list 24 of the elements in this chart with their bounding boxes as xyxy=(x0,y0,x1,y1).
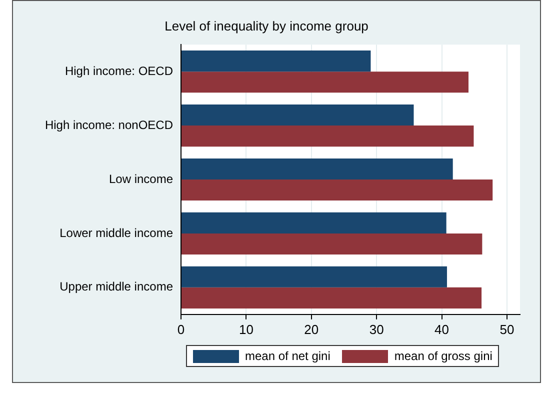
x-tick-label: 10 xyxy=(238,322,254,337)
y-tick-label: Low income xyxy=(108,172,174,186)
y-tick-label: High income: OECD xyxy=(64,64,174,78)
legend-label: mean of net gini xyxy=(245,349,330,363)
bar xyxy=(182,126,474,147)
bar xyxy=(182,212,446,234)
bar xyxy=(182,266,447,288)
y-tick-label: Lower middle income xyxy=(60,226,174,240)
bar xyxy=(182,72,468,93)
x-tick-label: 50 xyxy=(500,322,514,337)
x-tick-label: 40 xyxy=(434,322,450,337)
bar xyxy=(182,50,371,72)
bar xyxy=(182,158,453,180)
bar xyxy=(182,233,482,255)
chart-title: Level of inequality by income group xyxy=(164,18,368,34)
x-tick-label: 30 xyxy=(369,322,384,337)
legend-label: mean of gross gini xyxy=(394,349,492,363)
x-tick-label: 0 xyxy=(177,322,185,337)
y-tick-label: High income: nonOECD xyxy=(44,118,174,132)
bar xyxy=(182,104,414,126)
y-tick-label: Upper middle income xyxy=(60,280,174,294)
bar xyxy=(182,180,493,201)
bar xyxy=(182,287,482,308)
x-tick-label: 20 xyxy=(304,322,319,337)
